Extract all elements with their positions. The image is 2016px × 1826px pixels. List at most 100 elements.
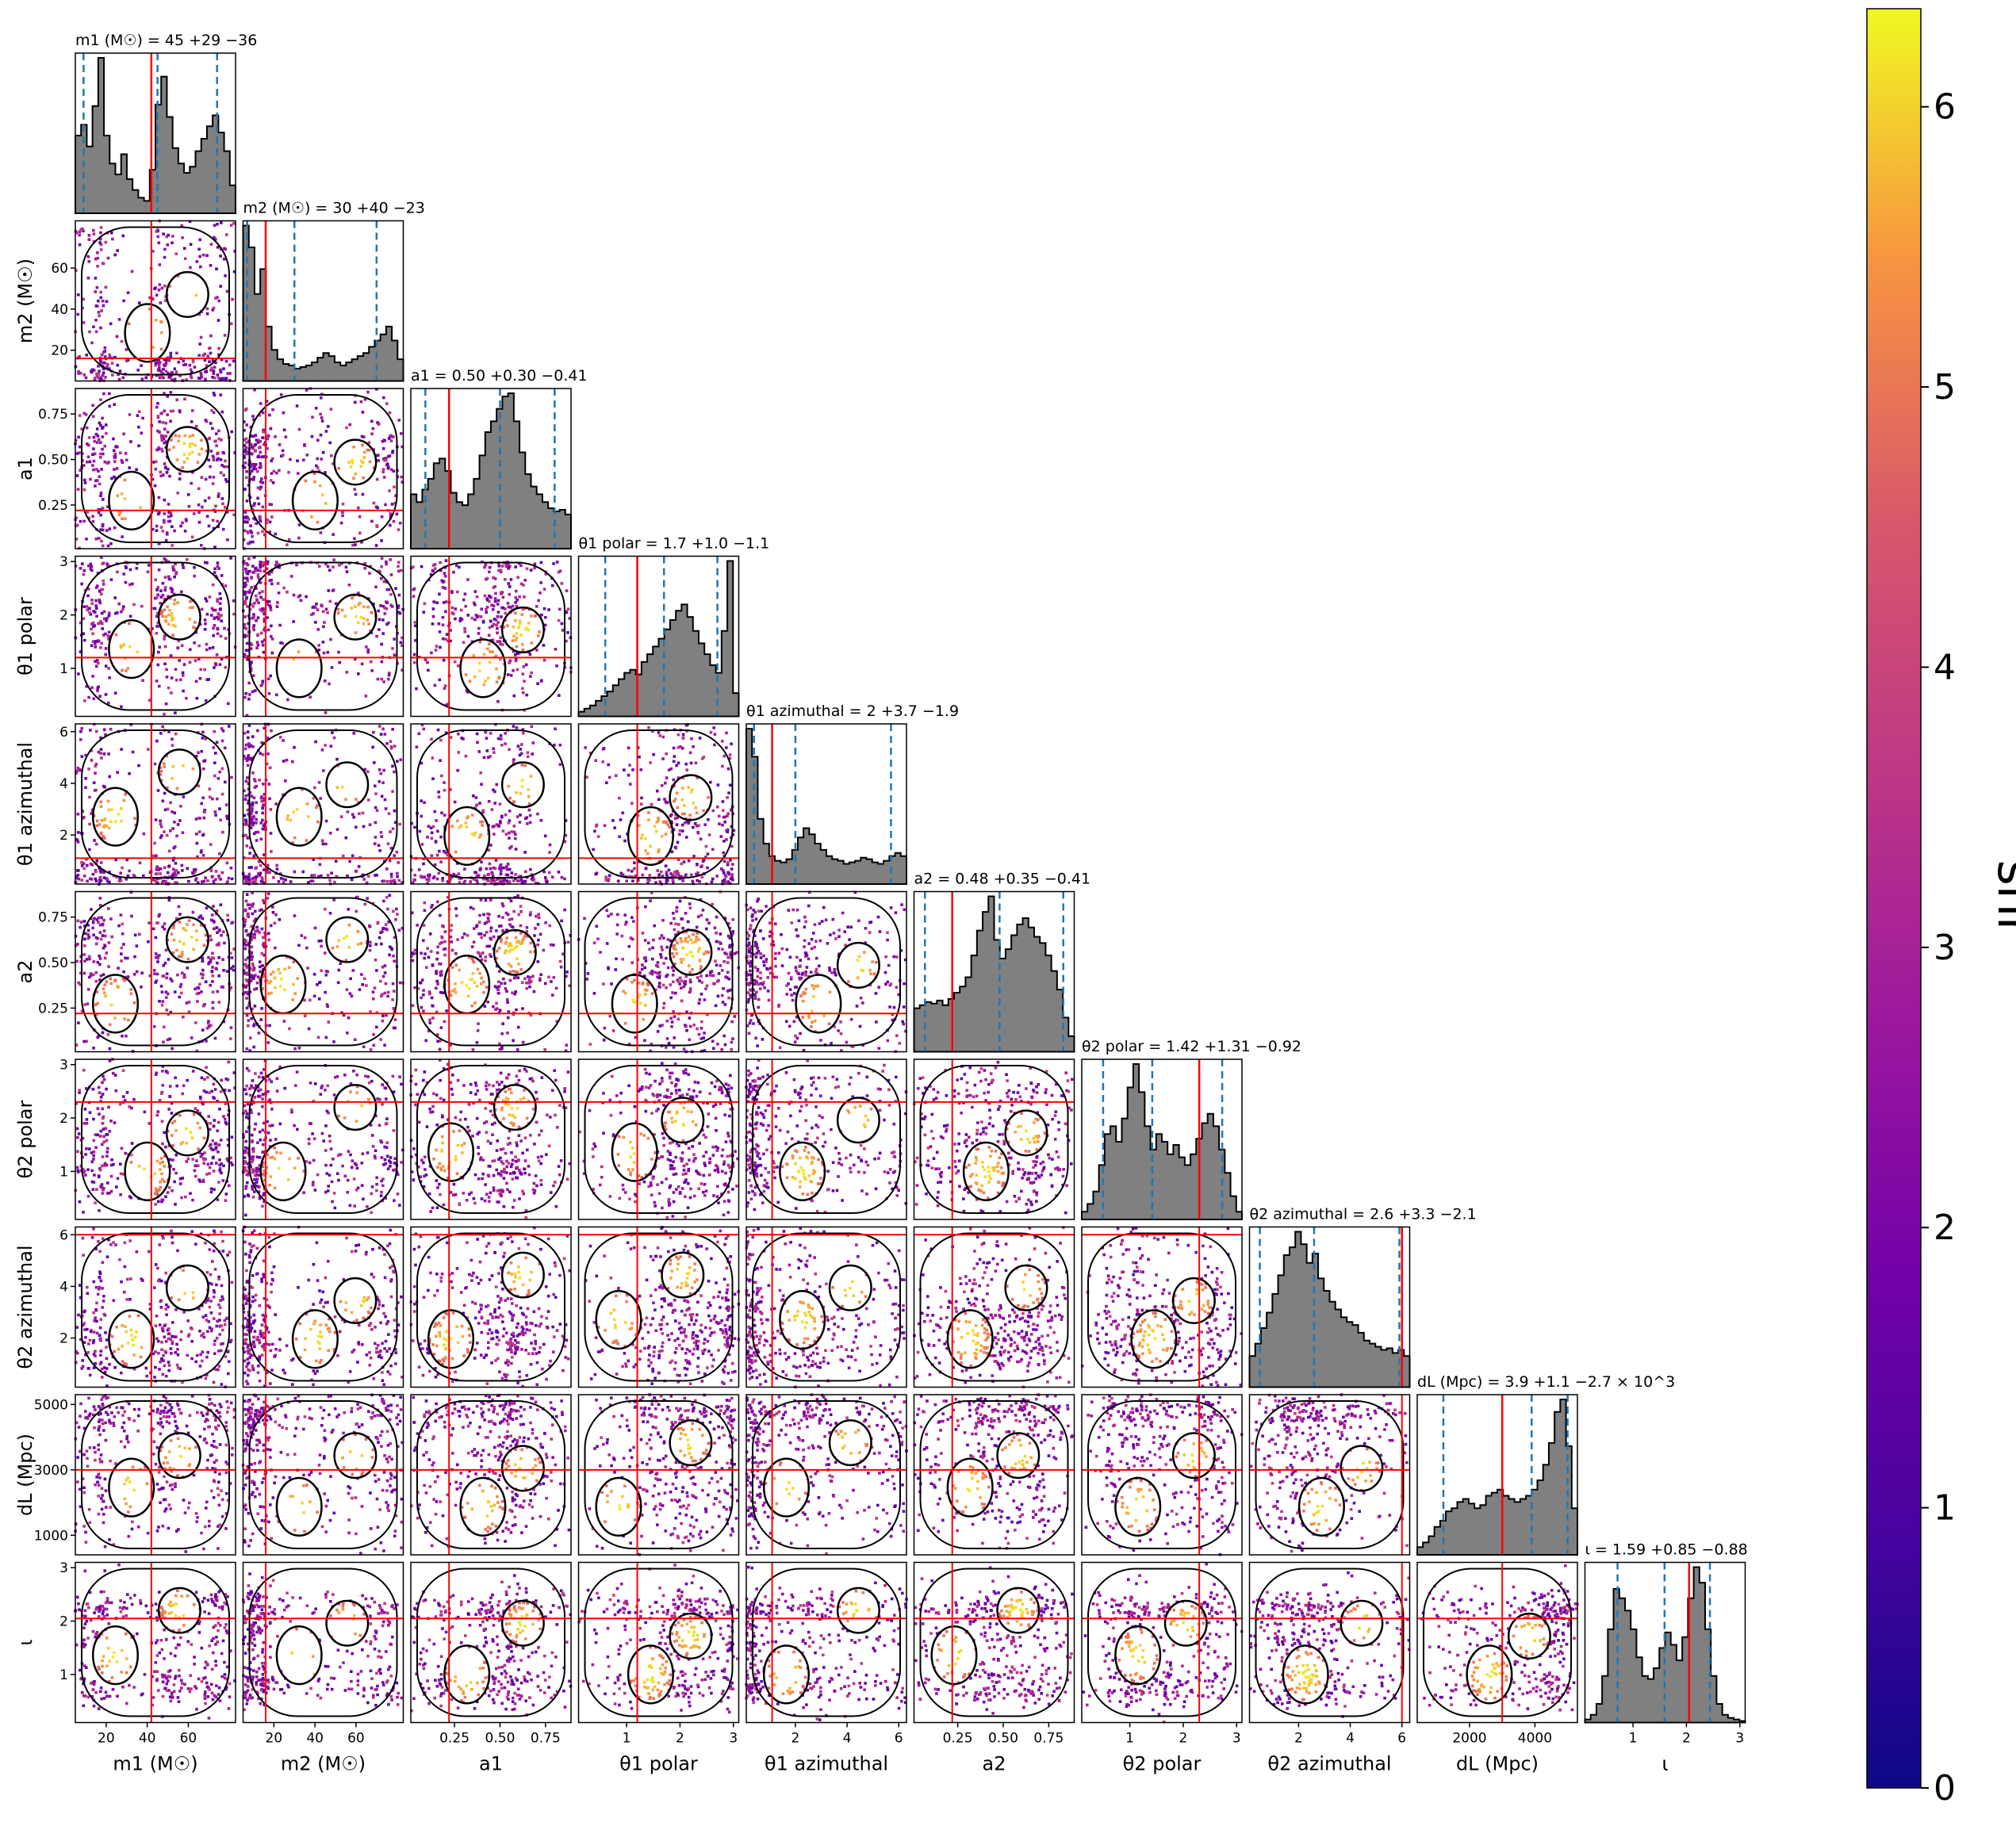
sample-point (435, 601, 439, 604)
sample-point (431, 854, 434, 857)
sample-point (624, 1022, 627, 1025)
sample-point (185, 519, 188, 523)
sample-point (495, 859, 498, 862)
sample-point (328, 442, 332, 445)
sample-point (420, 815, 424, 818)
sample-point (90, 908, 93, 911)
sample-point (100, 938, 103, 941)
sample-point (172, 765, 175, 768)
sample-point (243, 653, 247, 657)
sample-point (488, 600, 491, 603)
sample-point (504, 987, 508, 990)
sample-point (190, 482, 193, 485)
sample-point (420, 876, 424, 879)
sample-point (493, 825, 496, 828)
sample-point (518, 595, 521, 599)
sample-point (113, 526, 117, 530)
panel-theta1_azimuthal-vs-theta1_polar (579, 723, 739, 886)
sample-point (372, 990, 375, 993)
sample-point (86, 595, 90, 598)
sample-point (481, 824, 484, 827)
sample-point (102, 262, 105, 266)
sample-point (244, 692, 247, 695)
scatter-points-theta1_azimuthal-vs-a1 (410, 723, 568, 886)
sample-point (353, 538, 356, 541)
sample-point (205, 370, 209, 373)
sample-point (154, 578, 157, 581)
sample-point (675, 764, 678, 768)
sample-point (167, 503, 171, 506)
sample-point (514, 873, 517, 876)
sample-point (460, 609, 463, 612)
sample-point (120, 807, 123, 810)
sample-point (198, 453, 201, 456)
sample-point (243, 732, 247, 735)
sample-point (214, 505, 217, 508)
sample-point (246, 569, 249, 572)
sample-point (95, 331, 98, 334)
sample-point (116, 771, 119, 774)
sample-point (138, 410, 141, 413)
sample-point (558, 871, 561, 874)
sample-point (661, 784, 664, 787)
sample-point (604, 824, 607, 827)
sample-point (714, 733, 717, 736)
sample-point (182, 442, 186, 446)
sample-point (255, 867, 259, 870)
sample-point (313, 973, 316, 976)
sample-point (482, 809, 485, 812)
sample-point (423, 924, 426, 927)
panel-frame (411, 724, 571, 884)
sample-point (438, 593, 441, 596)
sample-point (274, 977, 277, 980)
sample-point (496, 621, 500, 624)
sample-point (203, 668, 206, 672)
sample-point (413, 588, 416, 591)
sample-point (211, 798, 214, 801)
sample-point (515, 639, 518, 642)
sample-point (327, 565, 330, 568)
sample-point (209, 465, 212, 469)
sample-point (170, 438, 173, 442)
sample-point (394, 918, 397, 921)
sample-point (321, 419, 324, 423)
sample-point (256, 729, 259, 733)
sample-point (514, 612, 517, 615)
sample-point (318, 781, 321, 784)
sample-point (89, 478, 92, 481)
sample-point (720, 835, 723, 838)
sample-point (162, 964, 165, 967)
sample-point (163, 248, 167, 251)
sample-point (205, 420, 209, 423)
sample-point (103, 445, 106, 448)
sample-point (477, 1022, 480, 1025)
sample-point (249, 524, 252, 527)
sample-point (166, 531, 169, 534)
sample-point (244, 798, 247, 801)
sample-point (307, 815, 310, 818)
sample-point (348, 860, 351, 863)
sample-point (99, 931, 102, 934)
panel-frame (243, 724, 404, 884)
sample-point (369, 461, 372, 464)
sample-point (282, 878, 286, 881)
sample-point (83, 479, 86, 482)
scatter-points-a1-vs-m1 (74, 391, 236, 550)
sample-point (381, 632, 385, 635)
sample-point (721, 740, 724, 743)
sample-point (493, 751, 496, 754)
sample-point (357, 507, 360, 510)
sample-point (77, 313, 80, 316)
sample-point (437, 729, 440, 732)
sample-point (514, 976, 517, 979)
sample-point (91, 515, 94, 518)
sample-point (104, 935, 107, 938)
sample-point (706, 918, 709, 921)
sample-point (252, 629, 255, 632)
sample-point (547, 976, 550, 979)
sample-point (427, 825, 431, 828)
sample-point (176, 458, 179, 461)
sample-point (94, 645, 98, 649)
sample-point (255, 599, 259, 603)
sample-point (113, 449, 116, 452)
